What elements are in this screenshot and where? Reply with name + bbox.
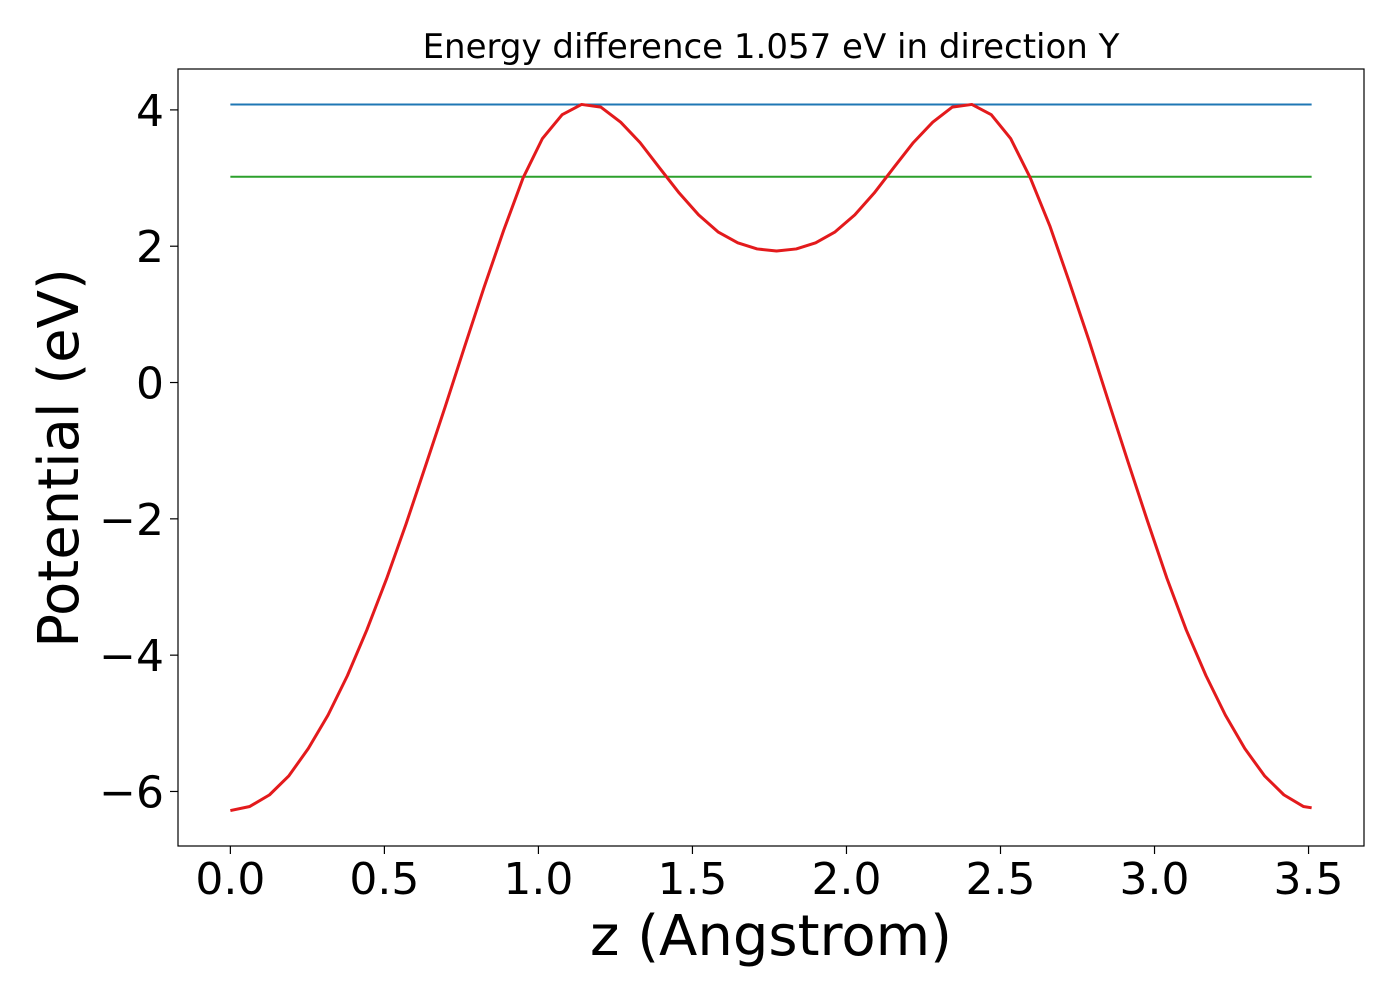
y-tick-label: −2 (99, 495, 164, 546)
plot-area (177, 68, 1365, 847)
x-tick-label: 1.0 (503, 854, 573, 905)
x-axis-label: z (Angstrom) (590, 904, 952, 969)
series-layer (230, 102, 1312, 813)
y-tick-label: 4 (136, 86, 164, 137)
x-tick-label: 2.0 (811, 854, 881, 905)
chart-title: Energy difference 1.057 eV in direction … (423, 27, 1120, 67)
y-tick-label: −4 (99, 631, 164, 682)
y-tick-label: 2 (136, 222, 164, 273)
y-axis-label: Potential (eV) (27, 268, 92, 648)
y-tick-label: −6 (99, 767, 164, 818)
x-tick-label: 1.5 (657, 854, 727, 905)
y-tick-label: 0 (136, 359, 164, 410)
x-axis-ticks: 0.0 0.5 1.0 1.5 2.0 2.5 3.0 3.5 (195, 846, 1344, 905)
x-tick-label: 0.0 (195, 854, 265, 905)
y-axis-ticks: −6 −4 −2 0 2 4 (99, 86, 178, 818)
x-tick-label: 2.5 (966, 854, 1036, 905)
reference-lines (230, 103, 1312, 178)
series-line-0 (230, 102, 1312, 813)
x-tick-label: 0.5 (349, 854, 419, 905)
x-tick-label: 3.5 (1274, 854, 1344, 905)
x-tick-label: 3.0 (1120, 854, 1190, 905)
